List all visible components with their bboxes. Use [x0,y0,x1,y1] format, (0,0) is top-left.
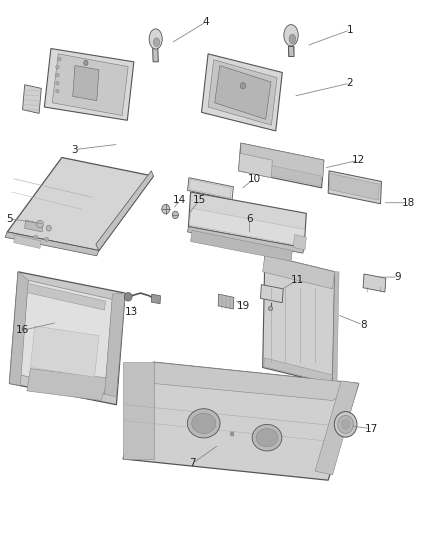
Polygon shape [52,54,128,116]
Ellipse shape [149,29,162,49]
Polygon shape [44,49,134,120]
Polygon shape [96,171,153,251]
Polygon shape [239,154,272,177]
Polygon shape [189,208,304,246]
Polygon shape [191,230,292,261]
Text: 13: 13 [125,306,138,317]
Ellipse shape [341,419,350,430]
Ellipse shape [56,73,59,77]
Polygon shape [187,177,233,199]
Ellipse shape [56,65,59,69]
Polygon shape [73,66,99,101]
Polygon shape [7,158,153,251]
Ellipse shape [268,306,273,311]
Polygon shape [328,171,381,204]
Ellipse shape [187,409,220,438]
Polygon shape [25,220,43,232]
Polygon shape [30,326,99,377]
Polygon shape [363,274,386,292]
Polygon shape [10,272,125,405]
Polygon shape [263,255,335,289]
Ellipse shape [252,424,282,451]
Text: 3: 3 [71,144,78,155]
Text: 15: 15 [193,195,206,205]
Ellipse shape [36,220,43,228]
Polygon shape [14,235,41,248]
Ellipse shape [162,204,170,214]
Polygon shape [22,85,41,114]
Ellipse shape [56,81,59,85]
Text: 19: 19 [237,301,250,311]
Ellipse shape [172,211,178,219]
Ellipse shape [56,89,59,93]
Text: 18: 18 [402,198,416,208]
Polygon shape [20,280,113,394]
Polygon shape [218,294,234,309]
Ellipse shape [153,38,159,46]
Polygon shape [189,179,231,198]
Polygon shape [240,159,322,186]
Polygon shape [153,362,359,400]
Text: 10: 10 [247,174,261,184]
Polygon shape [152,49,158,62]
Text: 14: 14 [173,195,186,205]
Ellipse shape [46,225,51,231]
Text: 4: 4 [203,17,209,27]
Text: 2: 2 [346,78,353,88]
Polygon shape [201,54,283,131]
Ellipse shape [44,237,49,241]
Ellipse shape [58,58,61,61]
Text: 9: 9 [395,272,401,282]
Ellipse shape [256,429,278,447]
Ellipse shape [124,293,132,301]
Ellipse shape [33,235,38,239]
Text: 12: 12 [352,155,365,165]
Polygon shape [208,60,277,125]
Polygon shape [263,255,335,384]
Polygon shape [123,362,153,459]
Polygon shape [105,293,125,397]
Polygon shape [315,381,359,475]
Polygon shape [261,285,283,303]
Polygon shape [293,235,306,250]
Text: 7: 7 [190,458,196,468]
Text: 8: 8 [360,320,367,330]
Polygon shape [288,46,294,56]
Ellipse shape [230,432,234,436]
Polygon shape [187,227,304,253]
Ellipse shape [240,83,246,89]
Polygon shape [332,272,339,386]
Ellipse shape [84,60,88,66]
Ellipse shape [284,25,298,46]
Text: 5: 5 [6,214,13,224]
Polygon shape [215,66,271,119]
Ellipse shape [334,411,357,437]
Text: 17: 17 [365,424,378,434]
Ellipse shape [338,415,353,433]
Text: 11: 11 [291,275,304,285]
Ellipse shape [192,413,216,433]
Polygon shape [264,358,332,383]
Text: 16: 16 [16,325,29,335]
Polygon shape [123,362,359,480]
Polygon shape [20,282,106,310]
Polygon shape [27,368,109,400]
Polygon shape [188,192,306,248]
Polygon shape [241,143,324,177]
Polygon shape [329,173,379,200]
Polygon shape [10,272,28,385]
Text: 1: 1 [346,25,353,35]
Text: 6: 6 [246,214,253,224]
Polygon shape [151,294,160,304]
Polygon shape [5,232,99,256]
Polygon shape [239,143,324,188]
Ellipse shape [289,34,296,44]
